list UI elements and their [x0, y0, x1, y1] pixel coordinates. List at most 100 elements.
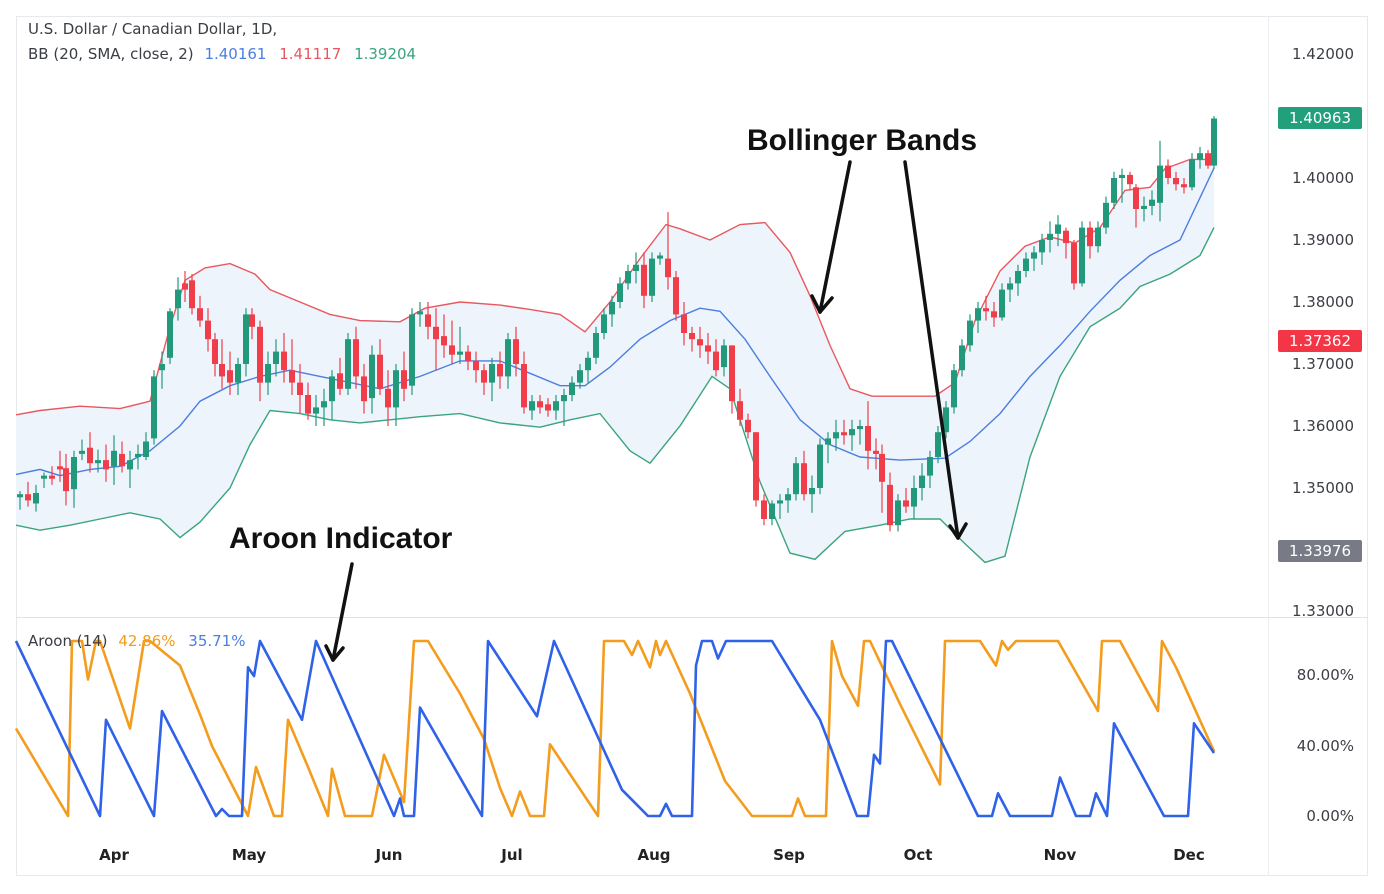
candle	[833, 419, 839, 451]
candle	[473, 351, 479, 383]
time-label-nov: Nov	[1043, 846, 1077, 864]
candle	[825, 432, 831, 464]
candle	[817, 438, 823, 495]
price-tick: 1.33000	[1291, 602, 1354, 620]
candle	[1189, 153, 1195, 191]
bb-lower-value: 1.39204	[354, 45, 417, 63]
candle	[665, 212, 671, 290]
candle	[1063, 227, 1069, 259]
candle	[697, 326, 703, 358]
pane-separator[interactable]	[16, 617, 1368, 618]
candle	[289, 339, 295, 395]
candle	[103, 444, 109, 482]
candle	[561, 388, 567, 426]
candle	[1023, 252, 1029, 278]
candle	[465, 345, 471, 371]
candle	[849, 419, 855, 451]
candle	[227, 351, 233, 395]
candle	[777, 494, 783, 519]
aroon-down-value: 35.71%	[188, 632, 246, 650]
candle	[841, 419, 847, 445]
aroon-down-line	[14, 639, 1216, 818]
candle	[393, 364, 399, 426]
candle	[887, 472, 893, 532]
candle	[235, 357, 241, 395]
candle	[1087, 221, 1093, 259]
arrow-bollinger-lower-head	[948, 522, 968, 540]
candle	[769, 500, 775, 526]
candle	[119, 441, 125, 473]
aroon-lines	[14, 639, 1216, 818]
candle	[991, 302, 997, 327]
bb-upper-value: 1.41117	[279, 45, 342, 63]
candle	[337, 357, 343, 395]
candle	[753, 432, 759, 507]
bb-legend: BB (20, SMA, close, 2) 1.40161 1.41117 1…	[28, 45, 424, 63]
candle	[585, 351, 591, 383]
candle	[601, 308, 607, 340]
candle	[705, 333, 711, 364]
candle	[481, 364, 487, 395]
candle	[1127, 171, 1133, 191]
candle	[745, 413, 751, 439]
candle	[689, 326, 695, 352]
candle	[1095, 221, 1101, 253]
candle	[513, 326, 519, 377]
candle	[793, 457, 799, 501]
candle	[761, 494, 767, 526]
candle	[641, 252, 647, 309]
arrow-aroon	[331, 562, 354, 662]
candle	[625, 264, 631, 290]
bb-basis-line	[15, 167, 1215, 477]
candle	[1071, 240, 1077, 290]
candle	[63, 453, 69, 506]
price-tick: 1.35000	[1291, 479, 1354, 497]
candle	[617, 277, 623, 309]
price-tick: 1.36000	[1291, 417, 1354, 435]
candle	[273, 339, 279, 377]
candle	[895, 494, 901, 532]
candle	[1211, 116, 1217, 169]
candle	[903, 488, 909, 513]
arrow-bollinger-upper	[818, 160, 852, 314]
candle	[449, 320, 455, 364]
candle	[1055, 215, 1061, 247]
candle	[577, 364, 583, 389]
aroon-tick: 0.00%	[1306, 807, 1354, 825]
candle	[321, 388, 327, 426]
candle	[1197, 147, 1203, 169]
candle	[1079, 221, 1085, 287]
candle	[1157, 140, 1163, 222]
candle	[345, 333, 351, 395]
candle	[1173, 171, 1179, 191]
aroon-tick: 40.00%	[1296, 737, 1354, 755]
candle	[1015, 264, 1021, 296]
candle	[1205, 150, 1211, 169]
candle	[1141, 196, 1147, 222]
symbol-title: U.S. Dollar / Canadian Dollar, 1D,	[28, 20, 278, 38]
candle	[243, 308, 249, 377]
candle	[175, 277, 181, 321]
candle	[505, 333, 511, 389]
candle	[417, 302, 423, 327]
candle	[127, 450, 133, 488]
candle	[657, 252, 663, 265]
time-label-jul: Jul	[501, 846, 523, 864]
candle	[1007, 277, 1013, 302]
candle	[569, 376, 575, 402]
candle	[41, 472, 47, 488]
candle	[441, 314, 447, 358]
time-label-jun: Jun	[375, 846, 403, 864]
time-label-may: May	[231, 846, 267, 864]
candle	[151, 370, 157, 445]
candle	[457, 326, 463, 364]
bb-upper-line	[15, 158, 1214, 416]
annotation-aroon-indicator: Aroon Indicator	[229, 522, 453, 555]
candle	[529, 395, 535, 420]
candle	[873, 438, 879, 470]
candle	[95, 449, 101, 473]
candle	[959, 339, 965, 377]
candle	[409, 308, 415, 395]
candle	[305, 382, 311, 420]
